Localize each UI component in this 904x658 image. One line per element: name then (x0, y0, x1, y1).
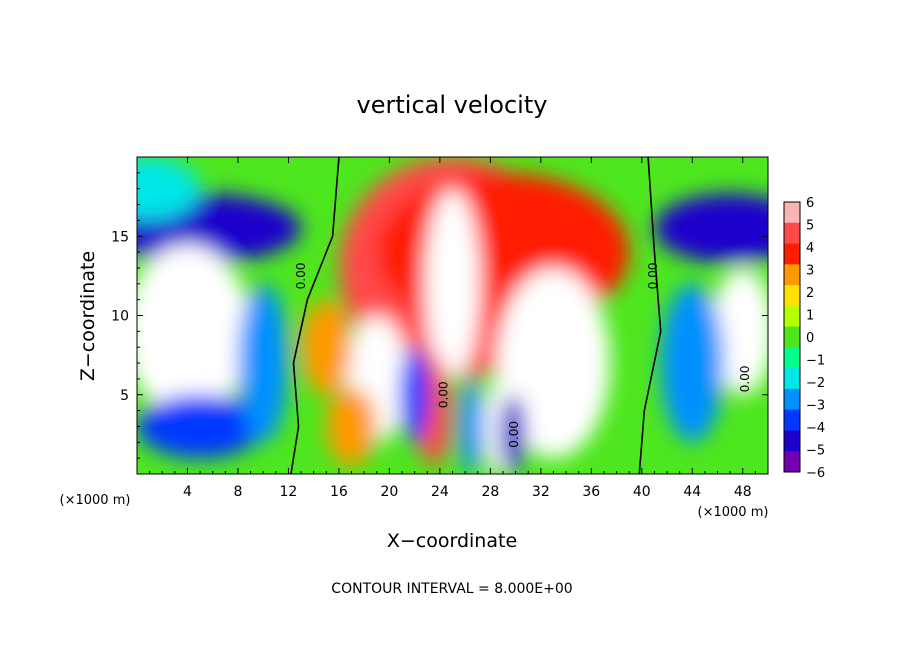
field-region (326, 386, 377, 467)
colorbar-cell (784, 243, 800, 265)
x-unit-label-left: (×1000 m) (60, 493, 131, 508)
contour-label: 0.00 (507, 421, 521, 448)
colorbar-tick-label: −6 (806, 466, 825, 481)
colorbar-tick-label: −4 (806, 421, 825, 436)
field-region (424, 188, 481, 379)
zero-contour-line (290, 157, 340, 474)
colorbar-tick-label: −1 (806, 354, 825, 369)
field-region (237, 283, 289, 443)
x-tick-label: 48 (734, 484, 752, 500)
x-tick-label: 24 (431, 484, 449, 500)
contour-label: 0.00 (646, 263, 660, 290)
field-region (496, 267, 611, 459)
colorbar-cell (784, 430, 800, 452)
colorbar-cell (784, 305, 800, 328)
colorbar-tick-label: 5 (806, 219, 814, 234)
colorbar-cell (784, 222, 800, 245)
x-tick-label: 20 (380, 484, 398, 500)
x-tick-label: 12 (280, 484, 298, 500)
x-tick-label: 40 (633, 484, 651, 500)
colorbar-cell (784, 388, 800, 411)
x-unit-label-right: (×1000 m) (698, 505, 769, 520)
colorbar: 6 5 4 3 2 1 0 −1 −2 −3 −4 −5 −6 (783, 196, 825, 481)
x-tick-label: 32 (532, 484, 550, 500)
heatmap-field: 0.00 0.00 0.00 0.00 0.00 (137, 157, 768, 474)
colorbar-cell (784, 368, 800, 390)
x-tick-label: 4 (183, 484, 192, 500)
colorbar-frame (783, 201, 801, 473)
colorbar-tick-label: −5 (806, 444, 825, 459)
colorbar-tick-label: 2 (806, 286, 814, 301)
y-axis: 5 10 15 (111, 172, 768, 459)
field-region (137, 394, 264, 459)
colorbar-cell (784, 409, 800, 431)
x-tick-label: 28 (481, 484, 499, 500)
field-region (500, 394, 526, 474)
field-region (654, 193, 768, 264)
contour-label: 0.00 (436, 381, 450, 408)
y-axis-label: Z−coordinate (77, 251, 99, 381)
y-tick-label: 15 (111, 229, 129, 245)
colorbar-tick-label: 0 (806, 331, 814, 346)
colorbar-tick-label: 1 (806, 309, 814, 324)
colorbar-tick-label: 6 (806, 196, 814, 211)
contour-label: 0.00 (738, 366, 752, 393)
x-tick-label: 16 (330, 484, 348, 500)
field-region (711, 267, 768, 395)
colorbar-tick-label: 4 (806, 241, 814, 256)
colorbar-tick-label: 3 (806, 264, 814, 279)
y-tick-label: 5 (120, 388, 129, 404)
colorbar-tick-label: −3 (806, 399, 825, 414)
contour-interval-note: CONTOUR INTERVAL = 8.000E+00 (331, 581, 572, 597)
x-tick-label: 8 (233, 484, 242, 500)
colorbar-cell (784, 264, 800, 286)
x-tick-label: 44 (683, 484, 701, 500)
colorbar-cell (784, 326, 800, 348)
colorbar-cell (784, 451, 800, 473)
x-tick-label: 36 (582, 484, 600, 500)
field-region (137, 244, 251, 419)
colorbar-cell (784, 347, 800, 369)
zero-contour-line (638, 157, 662, 474)
y-tick-label: 10 (111, 309, 129, 325)
field-region (399, 347, 430, 443)
field-region (458, 378, 485, 474)
colorbar-tick-label: −2 (806, 376, 825, 391)
field-region (301, 299, 352, 395)
field-region (137, 157, 201, 221)
chart-title: vertical velocity (357, 91, 548, 119)
field-region (660, 283, 724, 443)
colorbar-cell (784, 202, 800, 224)
contour-label: 0.00 (294, 263, 308, 290)
x-axis: 4 8 12 16 20 24 28 32 36 40 44 48 (149, 157, 756, 500)
colorbar-cell (784, 285, 800, 307)
x-axis-label: X−coordinate (387, 530, 517, 552)
